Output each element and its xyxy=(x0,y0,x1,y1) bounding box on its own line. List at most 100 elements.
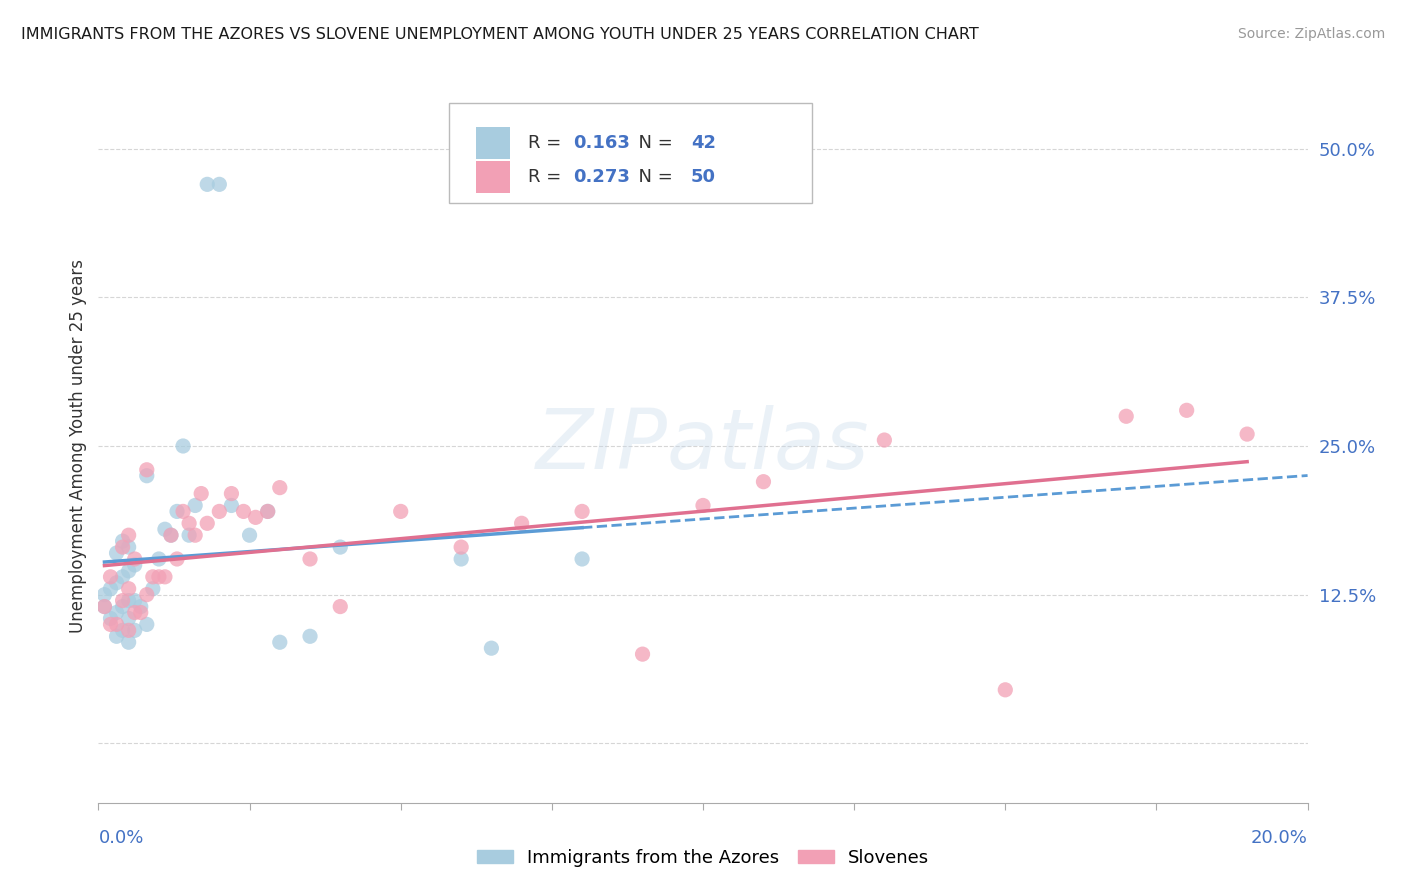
Point xyxy=(1175,403,1198,417)
Y-axis label: Unemployment Among Youth under 25 years: Unemployment Among Youth under 25 years xyxy=(69,259,87,633)
Point xyxy=(93,588,115,602)
Point xyxy=(160,528,183,542)
Point xyxy=(245,510,267,524)
Point xyxy=(118,593,141,607)
Point xyxy=(221,486,243,500)
FancyBboxPatch shape xyxy=(449,103,811,203)
Point xyxy=(118,564,141,578)
Point xyxy=(195,516,218,531)
Point xyxy=(135,617,157,632)
Point xyxy=(692,499,714,513)
Point xyxy=(105,606,128,620)
Point xyxy=(100,570,122,584)
Point xyxy=(148,570,170,584)
Point xyxy=(631,647,654,661)
Text: R =: R = xyxy=(527,134,567,153)
Point xyxy=(100,582,122,596)
Point xyxy=(389,504,412,518)
Point xyxy=(135,463,157,477)
Legend: Immigrants from the Azores, Slovenes: Immigrants from the Azores, Slovenes xyxy=(470,842,936,874)
Point xyxy=(190,486,212,500)
Point xyxy=(118,528,141,542)
Point xyxy=(299,629,322,643)
Point xyxy=(208,504,231,518)
Point xyxy=(105,629,128,643)
Point xyxy=(450,540,472,554)
Text: R =: R = xyxy=(527,169,567,186)
Point xyxy=(105,617,128,632)
Point xyxy=(111,593,134,607)
Point xyxy=(111,599,134,614)
Point xyxy=(481,641,503,656)
Point xyxy=(232,504,254,518)
Text: 0.0%: 0.0% xyxy=(98,829,143,847)
Text: 42: 42 xyxy=(690,134,716,153)
Point xyxy=(118,540,141,554)
Point xyxy=(179,528,201,542)
Point xyxy=(184,528,207,542)
Point xyxy=(124,558,146,572)
Point xyxy=(329,599,352,614)
Point xyxy=(135,588,157,602)
Point xyxy=(329,540,352,554)
Text: Source: ZipAtlas.com: Source: ZipAtlas.com xyxy=(1237,27,1385,41)
Point xyxy=(208,178,231,192)
FancyBboxPatch shape xyxy=(475,127,509,159)
Point xyxy=(118,582,141,596)
Text: N =: N = xyxy=(627,134,678,153)
Point xyxy=(221,499,243,513)
Point xyxy=(148,552,170,566)
Point xyxy=(1115,409,1137,424)
Point xyxy=(118,624,141,638)
Point xyxy=(105,575,128,590)
Point xyxy=(93,599,115,614)
Point xyxy=(166,552,188,566)
Point xyxy=(1236,427,1258,442)
Point xyxy=(100,611,122,625)
Point xyxy=(135,468,157,483)
Point xyxy=(184,499,207,513)
Point xyxy=(752,475,775,489)
Point xyxy=(239,528,262,542)
Point xyxy=(269,635,291,649)
Point xyxy=(450,552,472,566)
Point xyxy=(571,552,593,566)
Point xyxy=(111,570,134,584)
Point xyxy=(111,624,134,638)
Text: ZIPatlas: ZIPatlas xyxy=(536,406,870,486)
Point xyxy=(100,617,122,632)
Text: 50: 50 xyxy=(690,169,716,186)
Point xyxy=(111,540,134,554)
Point xyxy=(124,606,146,620)
Point xyxy=(124,552,146,566)
Point xyxy=(111,534,134,549)
Point xyxy=(571,504,593,518)
Text: N =: N = xyxy=(627,169,678,186)
Point xyxy=(129,606,152,620)
Point xyxy=(124,593,146,607)
FancyBboxPatch shape xyxy=(475,161,509,194)
Point xyxy=(269,481,291,495)
Point xyxy=(93,599,115,614)
Point xyxy=(256,504,278,518)
Point xyxy=(195,178,218,192)
Text: 0.273: 0.273 xyxy=(574,169,630,186)
Point xyxy=(124,624,146,638)
Point xyxy=(873,433,896,447)
Point xyxy=(160,528,183,542)
Point xyxy=(299,552,322,566)
Point xyxy=(118,611,141,625)
Point xyxy=(172,439,194,453)
Text: IMMIGRANTS FROM THE AZORES VS SLOVENE UNEMPLOYMENT AMONG YOUTH UNDER 25 YEARS CO: IMMIGRANTS FROM THE AZORES VS SLOVENE UN… xyxy=(21,27,979,42)
Text: 0.163: 0.163 xyxy=(574,134,630,153)
Point xyxy=(105,546,128,560)
Point xyxy=(172,504,194,518)
Point xyxy=(256,504,278,518)
Point xyxy=(179,516,201,531)
Point xyxy=(166,504,188,518)
Point xyxy=(118,635,141,649)
Point xyxy=(153,570,176,584)
Point xyxy=(142,570,165,584)
Point xyxy=(153,522,176,536)
Point xyxy=(142,582,165,596)
